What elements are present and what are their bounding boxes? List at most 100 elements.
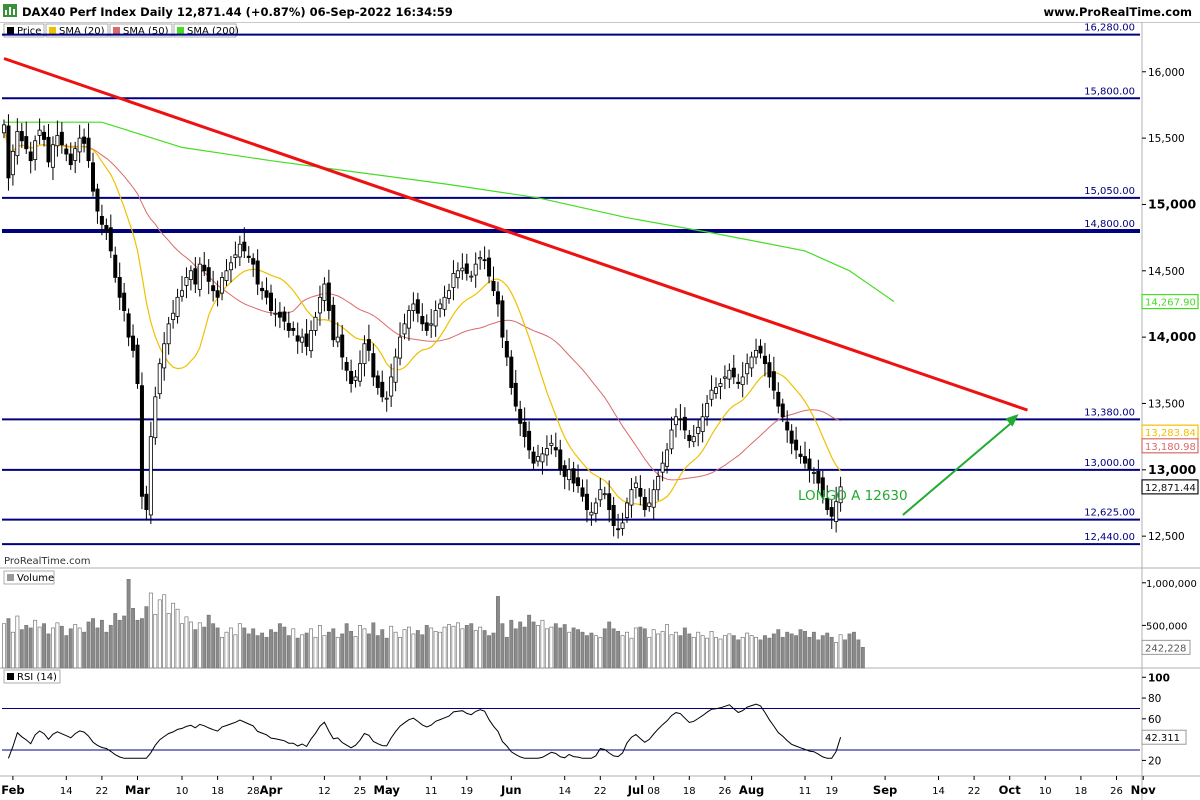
candle-body — [691, 436, 696, 443]
candle-body — [197, 263, 202, 290]
candle-body — [371, 353, 376, 378]
x-tick-label: 18 — [1075, 786, 1088, 797]
candle-body — [709, 389, 714, 400]
volume-bar — [344, 623, 349, 669]
volume-bar — [580, 631, 585, 669]
candle-body — [260, 287, 265, 292]
x-tick-label: 25 — [354, 786, 367, 797]
volume-bar — [135, 619, 140, 669]
value-box — [1141, 479, 1199, 495]
candle-body — [767, 362, 772, 378]
candle-body — [264, 290, 269, 298]
volume-bar — [42, 623, 47, 669]
candle-body — [811, 472, 816, 474]
candle-body — [642, 497, 647, 511]
volume-bar — [322, 635, 327, 669]
x-tick-label: 08 — [647, 786, 660, 797]
volume-bar — [749, 635, 754, 669]
volume-bar — [838, 634, 843, 669]
volume-bar — [358, 625, 362, 669]
site-url[interactable]: www.ProRealTime.com — [1043, 5, 1192, 19]
candle-body — [375, 375, 380, 388]
candle-body — [393, 356, 398, 383]
volume-bar — [736, 639, 741, 669]
legend-swatch — [7, 574, 14, 581]
volume-bar — [745, 632, 750, 669]
volume-bar — [398, 636, 403, 669]
candle-body — [193, 268, 198, 285]
candle-body — [282, 311, 287, 322]
volume-bar — [326, 631, 331, 669]
candle-body — [438, 303, 443, 309]
y-tick-label: 100 — [1148, 672, 1170, 684]
volume-bar — [19, 629, 24, 669]
volume-bar — [224, 631, 229, 669]
legend-swatch — [49, 27, 56, 34]
value-box-label: 242,228 — [1145, 643, 1186, 654]
y-tick-label: 15,000 — [1148, 196, 1197, 211]
volume-bar — [362, 628, 367, 669]
x-tick-label: 14 — [932, 786, 945, 797]
volume-bar — [629, 637, 634, 669]
y-tick-label: 1,000,000 — [1146, 579, 1197, 590]
candle-body — [220, 277, 225, 294]
x-tick-label: 28 — [247, 786, 260, 797]
candle-body — [495, 291, 500, 305]
annotation-label: LONGO A 12630 — [798, 488, 908, 504]
volume-bar — [260, 632, 265, 669]
candle-body — [251, 258, 256, 265]
candle-body — [549, 442, 554, 446]
candle-body — [317, 296, 322, 314]
volume-bar — [700, 635, 705, 669]
volume-bar — [197, 622, 202, 669]
candle-body — [10, 150, 15, 176]
candle-body — [340, 334, 345, 358]
candle-body — [349, 370, 354, 384]
x-tick-label: 14 — [558, 786, 571, 797]
x-tick-label: 22 — [968, 786, 981, 797]
candle-body — [536, 456, 541, 462]
volume-bar — [598, 636, 603, 669]
candle-body — [629, 489, 634, 506]
volume-bar — [148, 592, 153, 669]
candle-body — [73, 148, 78, 161]
candle-body — [304, 333, 309, 347]
volume-bar — [184, 616, 189, 669]
candle-body — [415, 299, 420, 314]
x-tick-label: 11 — [799, 786, 812, 797]
volume-bar — [843, 639, 848, 669]
candle-body — [188, 270, 193, 280]
volume-bar — [309, 628, 314, 669]
volume-bar — [420, 634, 425, 669]
volume-bar — [349, 631, 354, 669]
volume-bar — [762, 635, 767, 669]
candlestick-series — [2, 114, 843, 539]
volume-bar — [513, 628, 518, 669]
volume-bar — [811, 631, 816, 669]
candle-body — [558, 449, 563, 471]
candle-body — [580, 487, 585, 497]
volume-bar — [140, 618, 144, 669]
volume-bar — [460, 628, 465, 669]
candle-body — [91, 162, 96, 192]
candle-body — [682, 416, 687, 431]
candle-body — [455, 270, 460, 279]
volume-bar — [825, 632, 830, 669]
volume-bar — [166, 613, 171, 669]
volume-bar — [157, 599, 162, 669]
candle-body — [807, 458, 812, 471]
candle-body — [687, 434, 692, 442]
rsi-legend-label: RSI (14) — [17, 672, 57, 683]
candle-body — [776, 391, 781, 407]
x-tick-label: 18 — [683, 786, 696, 797]
volume-bar — [264, 636, 269, 669]
candle-body — [122, 292, 127, 311]
candle-body — [64, 148, 69, 155]
candle-body — [584, 493, 589, 511]
candle-body — [740, 376, 745, 386]
volume-bar — [282, 626, 287, 669]
candle-body — [625, 502, 630, 518]
candle-body — [838, 486, 843, 504]
volume-bar — [180, 623, 184, 669]
